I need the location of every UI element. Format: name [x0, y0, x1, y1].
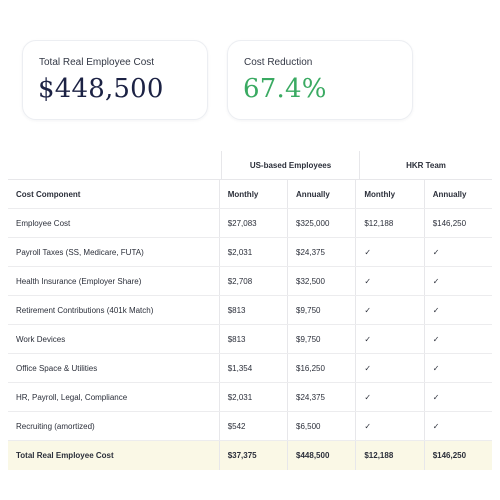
table-row: Recruiting (amortized) $542 $6,500 ✓ ✓ [8, 412, 492, 441]
column-header-hkr-monthly: Monthly [355, 180, 423, 208]
cell-us-monthly: $2,708 [218, 267, 287, 295]
total-us-annually: $448,500 [287, 441, 355, 470]
column-header-us-monthly: Monthly [218, 180, 287, 208]
cell-us-monthly: $1,354 [218, 354, 287, 382]
checkmark-icon: ✓ [364, 334, 372, 344]
checkmark-icon: ✓ [364, 276, 372, 286]
checkmark-icon: ✓ [432, 421, 440, 431]
total-us-monthly: $37,375 [218, 441, 287, 470]
total-row: Total Real Employee Cost $37,375 $448,50… [8, 441, 492, 470]
cell-us-annually: $325,000 [287, 209, 355, 237]
cell-hkr-annually: $146,250 [423, 209, 492, 237]
total-hkr-annually: $146,250 [423, 441, 492, 470]
checkmark-icon: ✓ [432, 247, 440, 257]
group-header-row: US-based Employees HKR Team [8, 151, 492, 180]
cell-component: Work Devices [16, 334, 66, 344]
cost-comparison-table: US-based Employees HKR Team Cost Compone… [8, 151, 492, 470]
column-header-hkr-annually: Annually [423, 180, 492, 208]
column-header-component: Cost Component [16, 189, 81, 199]
cell-us-annually: $24,375 [287, 383, 355, 411]
cell-hkr-monthly: $12,188 [355, 209, 423, 237]
cell-us-monthly: $2,031 [218, 383, 287, 411]
checkmark-icon: ✓ [423, 354, 492, 382]
checkmark-icon: ✓ [432, 305, 440, 315]
cost-reduction-value: 67.4% [243, 74, 327, 104]
checkmark-icon: ✓ [432, 392, 440, 402]
checkmark-icon: ✓ [355, 354, 423, 382]
checkmark-icon: ✓ [364, 392, 372, 402]
column-header-row: Cost Component Monthly Annually Monthly … [8, 180, 492, 209]
cell-us-annually: $32,500 [287, 267, 355, 295]
cell-us-annually: $16,250 [287, 354, 355, 382]
cell-us-monthly: $2,031 [218, 238, 287, 266]
checkmark-icon: ✓ [423, 238, 492, 266]
total-cost-label: Total Real Employee Cost [39, 57, 155, 68]
cell-us-annually: $6,500 [287, 412, 355, 440]
cell-component: HR, Payroll, Legal, Compliance [16, 392, 128, 402]
cell-component: Payroll Taxes (SS, Medicare, FUTA) [16, 247, 144, 257]
cost-reduction-label: Cost Reduction [244, 57, 313, 68]
cell-us-monthly: $27,083 [218, 209, 287, 237]
cell-us-annually: $24,375 [287, 238, 355, 266]
checkmark-icon: ✓ [423, 325, 492, 353]
cell-component: Office Space & Utilities [16, 363, 98, 373]
checkmark-icon: ✓ [364, 363, 372, 373]
table-row: Payroll Taxes (SS, Medicare, FUTA) $2,031… [8, 238, 492, 267]
checkmark-icon: ✓ [355, 296, 423, 324]
cell-us-monthly: $813 [218, 325, 287, 353]
cell-component: Health Insurance (Employer Share) [16, 276, 142, 286]
cell-component: Recruiting (amortized) [16, 421, 95, 431]
checkmark-icon: ✓ [432, 363, 440, 373]
checkmark-icon: ✓ [423, 383, 492, 411]
checkmark-icon: ✓ [355, 325, 423, 353]
checkmark-icon: ✓ [355, 238, 423, 266]
table-row: Work Devices $813 $9,750 ✓ ✓ [8, 325, 492, 354]
column-header-us-annually: Annually [287, 180, 355, 208]
cell-component: Retirement Contributions (401k Match) [16, 305, 154, 315]
cost-reduction-card: Cost Reduction 67.4% [227, 40, 413, 120]
group-header-us: US-based Employees [221, 151, 359, 179]
checkmark-icon: ✓ [355, 383, 423, 411]
cell-us-annually: $9,750 [287, 296, 355, 324]
cell-us-monthly: $542 [218, 412, 287, 440]
table-row: Retirement Contributions (401k Match) $81… [8, 296, 492, 325]
checkmark-icon: ✓ [355, 267, 423, 295]
total-hkr-monthly: $12,188 [355, 441, 423, 470]
cell-component: Employee Cost [16, 218, 71, 228]
checkmark-icon: ✓ [364, 305, 372, 315]
checkmark-icon: ✓ [432, 276, 440, 286]
checkmark-icon: ✓ [355, 412, 423, 440]
checkmark-icon: ✓ [423, 267, 492, 295]
checkmark-icon: ✓ [432, 334, 440, 344]
table-row: HR, Payroll, Legal, Compliance $2,031 $24,… [8, 383, 492, 412]
total-label: Total Real Employee Cost [16, 451, 114, 460]
table-row: Health Insurance (Employer Share) $2,708 $… [8, 267, 492, 296]
checkmark-icon: ✓ [364, 421, 372, 431]
checkmark-icon: ✓ [423, 412, 492, 440]
table-row: Employee Cost $27,083 $325,000 $12,188 $146,… [8, 209, 492, 238]
checkmark-icon: ✓ [423, 296, 492, 324]
total-cost-value: $448,500 [38, 74, 164, 104]
checkmark-icon: ✓ [364, 247, 372, 257]
cell-us-annually: $9,750 [287, 325, 355, 353]
cell-us-monthly: $813 [218, 296, 287, 324]
total-cost-card: Total Real Employee Cost $448,500 [22, 40, 208, 120]
group-header-hkr: HKR Team [359, 151, 492, 179]
table-row: Office Space & Utilities $1,354 $16,250 ✓ ✓ [8, 354, 492, 383]
